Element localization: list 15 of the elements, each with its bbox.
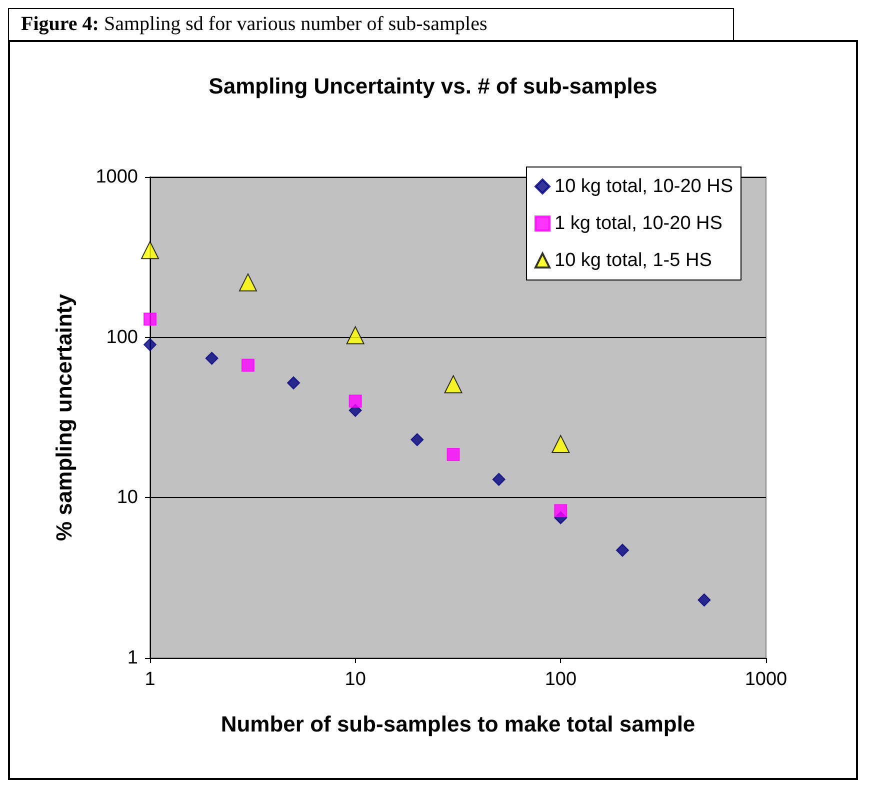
chart-title: Sampling Uncertainty vs. # of sub-samples (208, 74, 658, 98)
y-tick-label: 1 (127, 648, 138, 668)
y-axis-title: % sampling uncertainty (52, 293, 76, 541)
x-tick-label: 10 (344, 669, 366, 690)
legend-label: 10 kg total, 1-5 HS (554, 250, 712, 271)
x-tick-label: 100 (544, 669, 577, 690)
legend-label: 1 kg total, 10-20 HS (554, 213, 722, 234)
y-tick-label: 100 (106, 326, 138, 348)
x-tick-label: 1000 (744, 669, 788, 690)
legend-label: 10 kg total, 10-20 HS (554, 176, 734, 197)
x-tick-label: 1 (144, 669, 156, 690)
caption: Figure 4: Sampling sd for various number of sub-samples (8, 8, 734, 40)
y-tick-label: 10 (116, 487, 138, 508)
x-axis-title: Number of sub-samples to make total sample (220, 712, 696, 736)
y-tick-label: 1000 (96, 166, 138, 188)
